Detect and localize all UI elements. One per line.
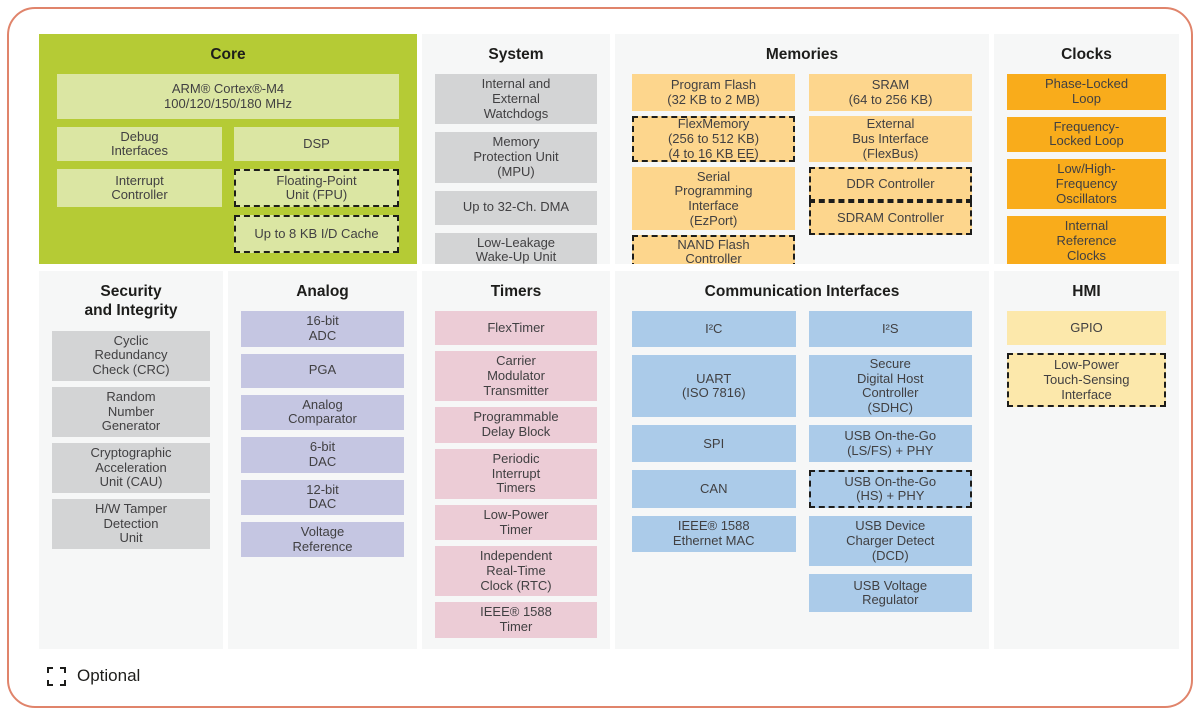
- block-ieee-1588-ethernet-mac: IEEE® 1588 Ethernet MAC: [632, 516, 796, 552]
- section-communication-interfaces: Communication Interfaces I²C I²S UART (I…: [615, 271, 989, 649]
- section-analog-title: Analog: [296, 283, 349, 300]
- block-can: CAN: [632, 470, 796, 509]
- block-low-leakage-wakeup-unit: Low-Leakage Wake-Up Unit: [435, 232, 597, 264]
- section-core-blocks: ARM® Cortex®-M4 100/120/150/180 MHz Debu…: [39, 74, 417, 254]
- block-sdram-controller: SDRAM Controller: [809, 201, 972, 236]
- legend: Optional: [47, 666, 1179, 686]
- block-sram: SRAM (64 to 256 KB): [809, 74, 972, 112]
- block-gpio: GPIO: [1007, 311, 1166, 346]
- block-carrier-modulator-transmitter: Carrier Modulator Transmitter: [435, 351, 597, 402]
- block-id-cache: Up to 8 KB I/D Cache: [234, 215, 399, 254]
- block-pga: PGA: [241, 353, 404, 388]
- block-external-bus-interface: External Bus Interface (FlexBus): [809, 116, 972, 163]
- section-security: Security and Integrity Cyclic Redundancy…: [39, 271, 223, 649]
- block-frequency-locked-loop: Frequency- Locked Loop: [1007, 116, 1166, 153]
- block-ddr-controller: DDR Controller: [809, 167, 972, 202]
- section-system-blocks: Internal and External Watchdogs Memory P…: [422, 74, 610, 264]
- section-grid: Core ARM® Cortex®-M4 100/120/150/180 MHz…: [39, 34, 1179, 649]
- section-timers-title: Timers: [490, 283, 542, 300]
- section-core: Core ARM® Cortex®-M4 100/120/150/180 MHz…: [39, 34, 417, 264]
- block-analog-comparator: Analog Comparator: [241, 394, 404, 431]
- block-usb-voltage-regulator: USB Voltage Regulator: [808, 574, 972, 613]
- block-rtc: Independent Real-Time Clock (RTC): [435, 546, 597, 597]
- section-hmi-blocks: GPIO Low-Power Touch-Sensing Interface: [994, 311, 1179, 408]
- block-low-power-timer: Low-Power Timer: [435, 504, 597, 541]
- section-analog: Analog 16-bit ADC PGA Analog Comparator …: [228, 271, 417, 649]
- block-touch-sensing-interface: Low-Power Touch-Sensing Interface: [1007, 353, 1166, 408]
- block-crc: Cyclic Redundancy Check (CRC): [52, 330, 210, 381]
- block-arm-cortex-m4: ARM® Cortex®-M4 100/120/150/180 MHz: [57, 74, 399, 120]
- block-dma: Up to 32-Ch. DMA: [435, 190, 597, 225]
- block-i2s: I²S: [808, 311, 972, 348]
- block-spi: SPI: [632, 425, 796, 463]
- section-communication-title: Communication Interfaces: [704, 283, 900, 300]
- section-core-title: Core: [210, 46, 246, 63]
- section-memories: Memories Program Flash (32 KB to 2 MB) S…: [615, 34, 989, 264]
- section-memories-title: Memories: [765, 46, 839, 63]
- section-hmi-title: HMI: [1072, 283, 1101, 300]
- block-internal-reference-clocks: Internal Reference Clocks: [1007, 216, 1166, 264]
- block-sdhc: Secure Digital Host Controller (SDHC): [808, 355, 972, 418]
- block-16bit-adc: 16-bit ADC: [241, 311, 404, 347]
- block-usb-otg-lsfs-phy: USB On-the-Go (LS/FS) + PHY: [808, 425, 972, 463]
- section-memories-blocks: Program Flash (32 KB to 2 MB) SRAM (64 t…: [615, 74, 989, 264]
- block-voltage-reference: Voltage Reference: [241, 521, 404, 558]
- section-timers: Timers FlexTimer Carrier Modulator Trans…: [422, 271, 610, 649]
- block-usb-otg-hs-phy: USB On-the-Go (HS) + PHY: [808, 470, 972, 509]
- diagram-outer-frame: Core ARM® Cortex®-M4 100/120/150/180 MHz…: [7, 7, 1193, 708]
- block-interrupt-controller: Interrupt Controller: [57, 169, 222, 208]
- section-communication-blocks: I²C I²S UART (ISO 7816) Secure Digital H…: [615, 311, 989, 613]
- section-clocks: Clocks Phase-Locked Loop Frequency- Lock…: [994, 34, 1179, 264]
- block-uart: UART (ISO 7816): [632, 355, 796, 418]
- section-analog-blocks: 16-bit ADC PGA Analog Comparator 6-bit D…: [228, 311, 417, 558]
- block-i2c: I²C: [632, 311, 796, 348]
- block-program-flash: Program Flash (32 KB to 2 MB): [632, 74, 795, 112]
- block-watchdogs: Internal and External Watchdogs: [435, 74, 597, 125]
- block-flexmemory: FlexMemory (256 to 512 KB) (4 to 16 KB E…: [632, 116, 795, 163]
- diagram-content: Core ARM® Cortex®-M4 100/120/150/180 MHz…: [39, 34, 1179, 686]
- block-debug-interfaces: Debug Interfaces: [57, 127, 222, 162]
- block-6bit-dac: 6-bit DAC: [241, 437, 404, 473]
- block-nand-flash-controller: NAND Flash Controller: [632, 235, 795, 264]
- block-dsp: DSP: [234, 127, 399, 162]
- section-system: System Internal and External Watchdogs M…: [422, 34, 610, 264]
- section-clocks-blocks: Phase-Locked Loop Frequency- Locked Loop…: [994, 74, 1179, 264]
- block-floating-point-unit: Floating-Point Unit (FPU): [234, 169, 399, 208]
- section-clocks-title: Clocks: [1061, 46, 1112, 63]
- optional-dashed-swatch-icon: [47, 666, 66, 686]
- block-memory-protection-unit: Memory Protection Unit (MPU): [435, 132, 597, 183]
- block-12bit-dac: 12-bit DAC: [241, 479, 404, 515]
- section-system-title: System: [488, 46, 544, 63]
- section-hmi: HMI GPIO Low-Power Touch-Sensing Interfa…: [994, 271, 1179, 649]
- block-ieee-1588-timer: IEEE® 1588 Timer: [435, 602, 597, 638]
- block-ezport: Serial Programming Interface (EzPort): [632, 167, 795, 231]
- optional-legend-label: Optional: [77, 666, 141, 685]
- block-flextimer: FlexTimer: [435, 311, 597, 346]
- section-security-blocks: Cyclic Redundancy Check (CRC) Random Num…: [39, 330, 223, 549]
- block-random-number-generator: Random Number Generator: [52, 386, 210, 437]
- block-usb-device-charger-detect: USB Device Charger Detect (DCD): [808, 516, 972, 567]
- block-hw-tamper-detection-unit: H/W Tamper Detection Unit: [52, 498, 210, 549]
- block-phase-locked-loop: Phase-Locked Loop: [1007, 74, 1166, 110]
- block-oscillators: Low/High- Frequency Oscillators: [1007, 159, 1166, 210]
- block-programmable-delay-block: Programmable Delay Block: [435, 407, 597, 443]
- section-timers-blocks: FlexTimer Carrier Modulator Transmitter …: [422, 311, 610, 638]
- block-cryptographic-acceleration-unit: Cryptographic Acceleration Unit (CAU): [52, 442, 210, 493]
- block-periodic-interrupt-timers: Periodic Interrupt Timers: [435, 448, 597, 499]
- section-security-title: Security and Integrity: [84, 283, 178, 320]
